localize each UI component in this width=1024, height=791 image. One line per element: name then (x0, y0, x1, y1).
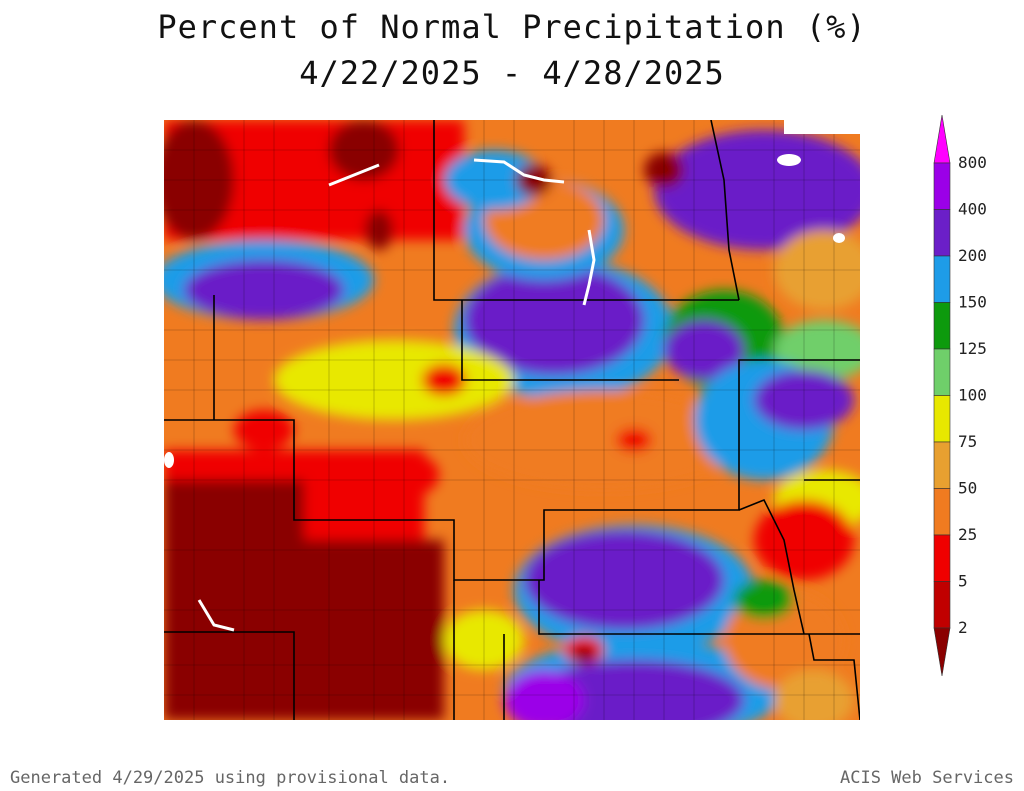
legend-label-100: 100 (958, 386, 987, 405)
state-boundaries (164, 120, 860, 720)
legend-label-25: 25 (958, 525, 977, 544)
map-title: Percent of Normal Precipitation (%) (157, 8, 867, 46)
legend-swatch-75 (933, 395, 951, 443)
legend-label-75: 75 (958, 432, 977, 451)
legend-swatch-25 (933, 488, 951, 536)
legend-swatch-5 (933, 534, 951, 582)
legend-label-800: 800 (958, 153, 987, 172)
provider-credit: ACIS Web Services (840, 768, 1014, 788)
generation-note: Generated 4/29/2025 using provisional da… (10, 768, 451, 788)
legend-swatch-100 (933, 348, 951, 396)
legend-swatch-400 (933, 162, 951, 210)
legend-swatch-200 (933, 209, 951, 257)
legend-label-2: 2 (958, 618, 968, 637)
legend-label-150: 150 (958, 293, 987, 312)
color-legend: 800 400 200 150 125 100 75 50 25 5 2 (933, 115, 987, 677)
legend-label-200: 200 (958, 246, 987, 265)
legend-swatch-125 (933, 302, 951, 350)
county-grid (164, 120, 860, 720)
legend-label-400: 400 (958, 200, 987, 219)
legend-label-50: 50 (958, 479, 977, 498)
legend-swatch-2 (933, 581, 951, 629)
precip-fields (164, 120, 860, 720)
legend-label-5: 5 (958, 572, 968, 591)
legend-arrow-top (933, 115, 951, 164)
lake-shapes (164, 120, 860, 468)
legend-swatch-150 (933, 255, 951, 303)
legend-arrow-bottom (933, 627, 951, 677)
precipitation-map (164, 120, 860, 720)
water-bodies (197, 158, 596, 632)
legend-swatch-50 (933, 441, 951, 489)
legend-label-125: 125 (958, 339, 987, 358)
date-range: 4/22/2025 - 4/28/2025 (299, 54, 725, 92)
